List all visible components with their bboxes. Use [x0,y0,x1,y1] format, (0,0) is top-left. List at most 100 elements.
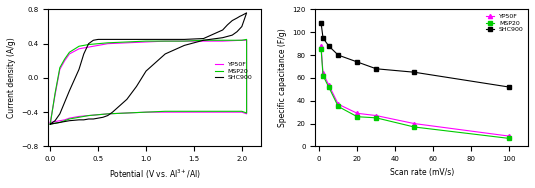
YP50F [162,40,169,42]
MSP20 [373,117,379,119]
YP50F [243,113,250,115]
YP50F [162,111,169,113]
YP50F [86,114,92,117]
MSP20 [104,113,111,115]
SHC900 [320,37,326,39]
SHC900 [52,120,58,122]
SHC900 [104,114,111,117]
MSP20 [86,114,92,117]
YP50F [325,84,332,86]
SHC900 [104,38,111,41]
X-axis label: Scan rate (mV/s): Scan rate (mV/s) [389,168,454,177]
SHC900 [243,12,250,14]
YP50F [219,111,226,113]
MSP20 [104,42,111,44]
SHC900 [47,123,54,125]
YP50F [239,111,245,113]
SHC900 [162,38,169,41]
MSP20 [143,111,149,113]
YP50F [124,112,130,114]
SHC900 [100,38,106,41]
YP50F [52,121,58,123]
X-axis label: Potential (V vs. Al$^{3+}$/Al): Potential (V vs. Al$^{3+}$/Al) [109,168,201,181]
Line: YP50F: YP50F [50,40,247,122]
MSP20 [162,40,169,42]
MSP20 [62,120,68,122]
SHC900 [133,85,140,88]
SHC900 [86,118,92,120]
MSP20 [62,58,68,60]
MSP20 [57,121,63,124]
SHC900 [325,45,332,47]
SHC900 [57,121,63,124]
SHC900 [81,119,87,121]
SHC900 [411,71,417,73]
YP50F [181,111,188,113]
MSP20 [243,38,250,41]
YP50F [318,45,324,47]
MSP20 [86,43,92,46]
YP50F [506,135,513,137]
Y-axis label: Specific capacitance (F/g): Specific capacitance (F/g) [278,29,287,127]
MSP20 [200,110,207,112]
Legend: YP50F, MSP20, SHC900: YP50F, MSP20, SHC900 [485,13,525,34]
Line: YP50F: YP50F [319,44,511,138]
MSP20 [354,116,361,118]
SHC900 [236,15,243,17]
SHC900 [200,37,207,40]
YP50F [320,72,326,74]
MSP20 [219,39,226,41]
SHC900 [76,68,82,70]
YP50F [200,40,207,42]
MSP20 [181,110,188,112]
YP50F [86,46,92,48]
MSP20 [181,40,188,42]
MSP20 [124,112,130,114]
SHC900 [239,14,245,17]
SHC900 [229,19,235,22]
YP50F [143,111,149,113]
Legend: YP50F, MSP20, SHC900: YP50F, MSP20, SHC900 [214,61,254,82]
MSP20 [162,110,169,112]
SHC900 [181,44,188,46]
Line: MSP20: MSP20 [50,39,247,124]
MSP20 [66,118,73,120]
MSP20 [411,126,417,128]
SHC900 [234,17,240,19]
YP50F [411,122,417,125]
SHC900 [114,107,120,109]
MSP20 [76,45,82,47]
MSP20 [239,110,245,112]
MSP20 [52,122,58,124]
YP50F [47,121,54,124]
SHC900 [234,31,240,33]
YP50F [373,114,379,117]
SHC900 [219,29,226,31]
SHC900 [47,123,54,125]
YP50F [104,42,111,45]
SHC900 [57,113,63,115]
YP50F [335,103,341,105]
MSP20 [243,112,250,114]
YP50F [52,94,58,96]
YP50F [76,115,82,118]
MSP20 [335,105,341,108]
MSP20 [239,39,245,41]
SHC900 [124,38,130,41]
MSP20 [66,51,73,53]
SHC900 [243,12,250,14]
YP50F [200,111,207,113]
SHC900 [354,61,361,63]
MSP20 [52,92,58,94]
SHC900 [200,39,207,41]
SHC900 [506,86,513,88]
MSP20 [95,42,101,45]
SHC900 [52,122,58,124]
Line: MSP20: MSP20 [319,47,511,140]
YP50F [95,114,101,116]
SHC900 [76,119,82,121]
Line: SHC900: SHC900 [50,13,247,124]
YP50F [66,53,73,55]
YP50F [66,117,73,119]
SHC900 [86,42,92,45]
